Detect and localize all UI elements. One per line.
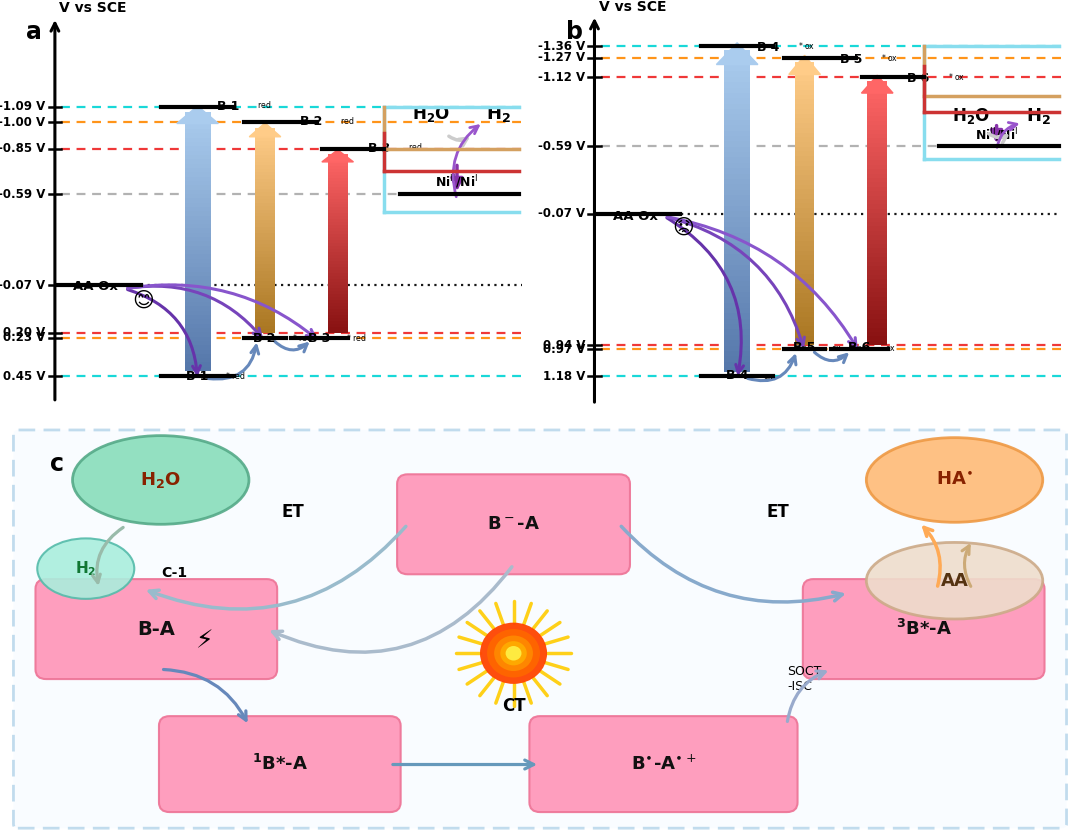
Text: $_{\rm red}$: $_{\rm red}$ <box>257 100 271 112</box>
Text: 0.94 V: 0.94 V <box>542 339 585 352</box>
Text: -1.27 V: -1.27 V <box>538 51 585 65</box>
Polygon shape <box>249 123 281 137</box>
FancyBboxPatch shape <box>397 474 630 574</box>
Text: AA Ox: AA Ox <box>612 210 658 223</box>
Text: B-4: B-4 <box>726 368 748 382</box>
Text: B-2: B-2 <box>254 332 276 345</box>
Text: $_{\rm *red}$: $_{\rm *red}$ <box>346 332 367 345</box>
Text: B-5: B-5 <box>793 341 816 354</box>
Text: $_{\rm *red}$: $_{\rm *red}$ <box>291 332 312 345</box>
Text: $_{\rm *ox}$: $_{\rm *ox}$ <box>947 72 966 85</box>
Text: $^{\mathbf{3}}$B*-A: $^{\mathbf{3}}$B*-A <box>895 619 951 639</box>
Text: $\mathbf{H_2}$: $\mathbf{H_2}$ <box>486 103 511 123</box>
Polygon shape <box>862 76 893 93</box>
Text: -1.09 V: -1.09 V <box>0 100 45 113</box>
Text: c: c <box>51 451 65 476</box>
Text: $_{\rm ox}$: $_{\rm ox}$ <box>831 344 841 354</box>
Text: B-3: B-3 <box>308 332 332 345</box>
Text: $_{\rm *ox}$: $_{\rm *ox}$ <box>797 41 815 54</box>
Text: ET: ET <box>767 503 789 521</box>
Text: 0.97 V: 0.97 V <box>543 342 585 356</box>
Text: $_{\rm ox}$: $_{\rm ox}$ <box>885 344 896 354</box>
Text: AA: AA <box>941 571 969 590</box>
Text: 0.23 V: 0.23 V <box>3 331 45 344</box>
Ellipse shape <box>866 438 1043 522</box>
Circle shape <box>495 635 532 671</box>
Text: $_{\rm red}$: $_{\rm red}$ <box>408 142 422 154</box>
Ellipse shape <box>37 539 134 599</box>
Text: $\mathbf{H_2O}$: $\mathbf{H_2O}$ <box>951 107 989 127</box>
Text: B-A: B-A <box>137 619 175 638</box>
Text: ET: ET <box>282 503 305 521</box>
Text: a: a <box>26 20 42 44</box>
Text: -0.07 V: -0.07 V <box>538 207 585 221</box>
Text: B-3: B-3 <box>367 142 391 154</box>
Polygon shape <box>716 43 758 65</box>
Text: C-1: C-1 <box>161 565 187 580</box>
Text: b: b <box>566 20 583 44</box>
Circle shape <box>480 623 548 684</box>
Text: $\mathbf{H_2}$: $\mathbf{H_2}$ <box>75 560 96 578</box>
Text: B-6: B-6 <box>907 72 930 85</box>
Text: $^{\mathbf{1}}$B*-A: $^{\mathbf{1}}$B*-A <box>252 754 308 774</box>
Ellipse shape <box>866 543 1043 619</box>
Text: B$^-$-A: B$^-$-A <box>487 515 540 534</box>
Text: 1.18 V: 1.18 V <box>543 370 585 383</box>
Text: SOCT
-ISC: SOCT -ISC <box>787 665 821 693</box>
Polygon shape <box>177 106 218 123</box>
Text: B-1: B-1 <box>186 370 210 383</box>
FancyBboxPatch shape <box>13 430 1067 828</box>
Text: ⚡: ⚡ <box>197 629 214 654</box>
Text: $\mathbf{H_2}$: $\mathbf{H_2}$ <box>1026 107 1051 127</box>
Text: Ni$^{\rm II}$/Ni$^{\rm I}$: Ni$^{\rm II}$/Ni$^{\rm I}$ <box>975 126 1018 143</box>
Text: B-6: B-6 <box>848 341 870 354</box>
Text: $_{\rm red}$: $_{\rm red}$ <box>340 115 354 128</box>
FancyBboxPatch shape <box>36 579 278 679</box>
Text: $_{\rm ox}$: $_{\rm ox}$ <box>764 372 774 382</box>
Polygon shape <box>788 55 821 75</box>
Circle shape <box>500 641 527 665</box>
Circle shape <box>487 629 540 677</box>
FancyBboxPatch shape <box>802 579 1044 679</box>
Text: -0.59 V: -0.59 V <box>0 188 45 201</box>
Text: B-4: B-4 <box>757 41 780 54</box>
Text: -0.85 V: -0.85 V <box>0 142 45 155</box>
Text: 😟: 😟 <box>672 217 693 237</box>
Text: -1.12 V: -1.12 V <box>538 70 585 84</box>
Text: B-1: B-1 <box>217 100 241 112</box>
Text: -1.00 V: -1.00 V <box>0 116 45 129</box>
Text: $\mathbf{H_2O}$: $\mathbf{H_2O}$ <box>140 470 181 490</box>
Text: -0.07 V: -0.07 V <box>0 279 45 292</box>
Text: AA Ox: AA Ox <box>73 280 118 293</box>
Text: $_{\rm *red}$: $_{\rm *red}$ <box>224 371 245 383</box>
Text: -1.36 V: -1.36 V <box>538 39 585 53</box>
Text: 0.20 V: 0.20 V <box>3 326 45 339</box>
Text: $\mathbf{H_2O}$: $\mathbf{H_2O}$ <box>411 103 450 123</box>
Text: B-5: B-5 <box>839 53 863 65</box>
Text: 0.45 V: 0.45 V <box>3 370 45 383</box>
Text: B-2: B-2 <box>300 115 323 128</box>
Text: CT: CT <box>502 696 525 715</box>
Text: 😊: 😊 <box>132 290 154 310</box>
Text: HA$^{\bullet}$: HA$^{\bullet}$ <box>936 471 973 489</box>
Text: $_{\rm *ox}$: $_{\rm *ox}$ <box>880 53 897 65</box>
FancyBboxPatch shape <box>529 717 797 812</box>
Text: B$^{\bullet}$-A$^{\bullet+}$: B$^{\bullet}$-A$^{\bullet+}$ <box>631 754 697 774</box>
Ellipse shape <box>72 435 249 524</box>
Text: V vs SCE: V vs SCE <box>59 2 126 15</box>
Text: V vs SCE: V vs SCE <box>598 0 666 13</box>
Circle shape <box>505 646 522 660</box>
Polygon shape <box>322 150 353 162</box>
Text: -0.59 V: -0.59 V <box>538 140 585 153</box>
FancyBboxPatch shape <box>159 717 401 812</box>
Text: Ni$^{\rm II}$/Ni$^{\rm I}$: Ni$^{\rm II}$/Ni$^{\rm I}$ <box>435 173 478 190</box>
